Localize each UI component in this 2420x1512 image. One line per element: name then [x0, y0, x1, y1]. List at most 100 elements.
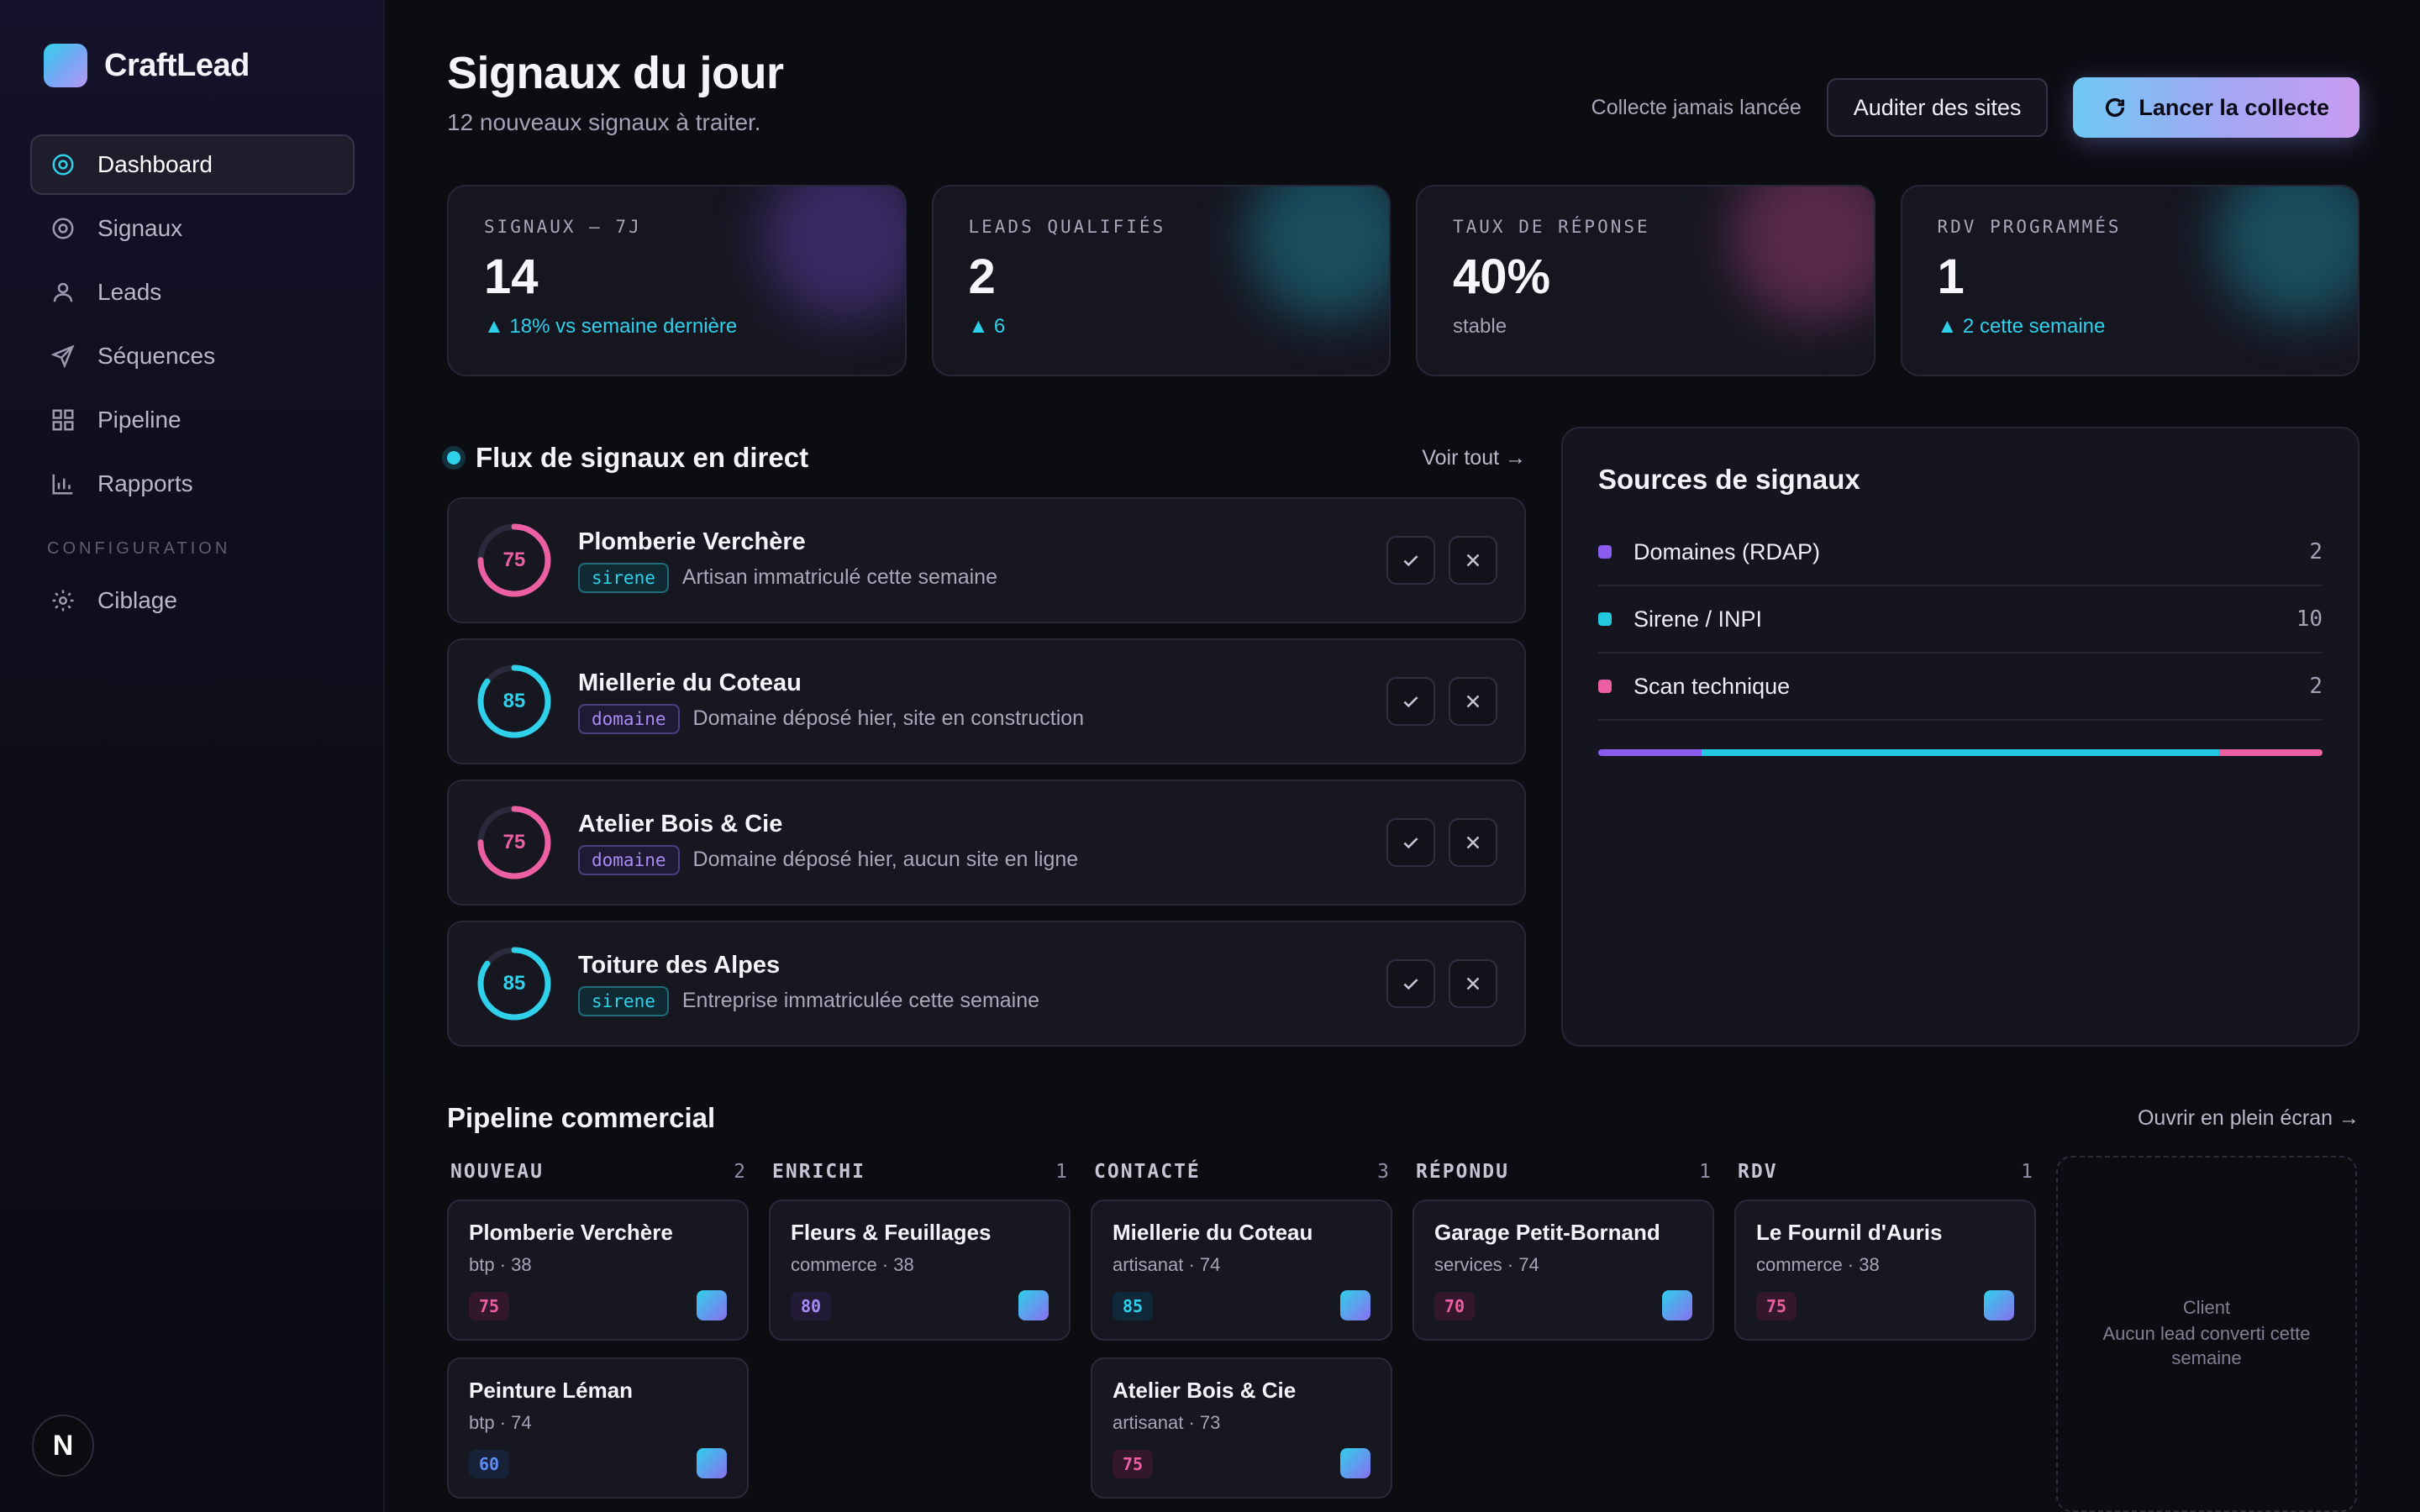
kpi-delta: ▲ 6	[968, 315, 1006, 338]
deal-card[interactable]: Peinture Léman btp · 74 60	[447, 1357, 749, 1499]
pipeline-column-header: RDV 1	[1734, 1156, 2036, 1188]
signal-meta: sirene Artisan immatriculé cette semaine	[578, 562, 997, 593]
deal-card[interactable]: Garage Petit-Bornand services · 74 70	[1413, 1200, 1714, 1341]
signal-meta: sirene Entreprise immatriculée cette sema…	[578, 985, 1039, 1016]
signal-actions	[1386, 677, 1497, 726]
score-ring: 75	[476, 522, 553, 599]
source-bar-segment	[1598, 749, 1702, 756]
launch-collect-button[interactable]: Lancer la collecte	[2073, 77, 2360, 138]
check-icon	[1403, 555, 1418, 567]
page-subtitle: 12 nouveaux signaux à traiter.	[447, 109, 761, 135]
user-icon	[49, 278, 77, 307]
sidebar-item-label: Séquences	[97, 343, 216, 369]
sidebar-item-label: Rapports	[97, 470, 193, 496]
pipeline-column: RÉPONDU 1 Garage Petit-Bornand services · 7…	[1413, 1156, 1714, 1512]
signal-card[interactable]: 85 Miellerie du Coteau domaine Domaine dépo…	[447, 638, 1526, 764]
check-icon	[1403, 696, 1418, 708]
sources-distribution-bar	[1598, 749, 2323, 756]
client-column-title: Client	[2182, 1297, 2231, 1319]
dismiss-button[interactable]	[1449, 818, 1497, 867]
sidebar-item-rapports[interactable]: Rapports	[30, 454, 355, 514]
signal-feed: 75 Plomberie Verchère sirene Artisan immatr…	[447, 497, 1526, 1062]
accept-button[interactable]	[1386, 677, 1435, 726]
owner-avatar	[1018, 1290, 1049, 1320]
close-icon	[1466, 695, 1480, 708]
dismiss-button[interactable]	[1449, 677, 1497, 726]
sidebar-item-label: Leads	[97, 279, 162, 305]
deal-score: 70	[1434, 1292, 1476, 1320]
owner-avatar	[697, 1290, 727, 1320]
deal-name: Plomberie Verchère	[469, 1220, 673, 1245]
sidebar-item-label: Ciblage	[97, 587, 177, 613]
signal-feed-header: Flux de signaux en direct Voir tout →	[447, 437, 1526, 479]
signal-name: Plomberie Verchère	[578, 528, 806, 555]
signal-name: Toiture des Alpes	[578, 951, 781, 979]
sidebar-item-dashboard[interactable]: Dashboard	[30, 134, 355, 195]
sidebar-item-leads[interactable]: Leads	[30, 262, 355, 323]
kpi-value: 1	[1937, 249, 1965, 304]
sidebar-item-signaux[interactable]: Signaux	[30, 198, 355, 259]
kpi-delta: stable	[1453, 315, 1507, 338]
kpi-card: LEADS QUALIFIÉS 2 ▲ 6	[931, 185, 1391, 376]
owner-avatar	[1340, 1448, 1370, 1478]
deal-name: Fleurs & Feuillages	[791, 1220, 992, 1245]
pipeline-column-count: 1	[1699, 1161, 1711, 1183]
pipeline-column-header: RÉPONDU 1	[1413, 1156, 1714, 1188]
deal-meta: btp · 38	[469, 1254, 532, 1275]
deal-card[interactable]: Miellerie du Coteau artisanat · 74 85	[1091, 1200, 1392, 1341]
bar-chart-icon	[49, 470, 77, 498]
check-icon	[1403, 837, 1418, 849]
deal-score: 75	[1756, 1292, 1797, 1320]
sidebar-item-pipeline[interactable]: Pipeline	[30, 390, 355, 450]
deal-name: Miellerie du Coteau	[1113, 1220, 1313, 1245]
audit-button[interactable]: Auditer des sites	[1826, 78, 2049, 137]
see-all-link[interactable]: Voir tout →	[1422, 445, 1526, 470]
deal-card[interactable]: Le Fournil d'Auris commerce · 38 75	[1734, 1200, 2036, 1341]
source-tag: domaine	[578, 844, 680, 875]
deal-score: 80	[791, 1292, 832, 1320]
deal-card[interactable]: Atelier Bois & Cie artisanat · 73 75	[1091, 1357, 1392, 1499]
owner-avatar	[1984, 1290, 2014, 1320]
grid-icon	[49, 406, 77, 434]
deal-card[interactable]: Fleurs & Feuillages commerce · 38 80	[769, 1200, 1071, 1341]
signal-card[interactable]: 75 Plomberie Verchère sirene Artisan immatr…	[447, 497, 1526, 623]
dismiss-button[interactable]	[1449, 536, 1497, 585]
main-content: Signaux du jour 12 nouveaux signaux à tr…	[447, 0, 2360, 1512]
accept-button[interactable]	[1386, 818, 1435, 867]
kpi-card: SIGNAUX — 7J 14 ▲ 18% vs semaine dernière	[447, 185, 907, 376]
score-ring: 85	[476, 945, 553, 1022]
signal-card[interactable]: 85 Toiture des Alpes sirene Entreprise imma…	[447, 921, 1526, 1047]
score-value: 75	[502, 831, 526, 853]
sidebar-item-sequences[interactable]: Séquences	[30, 326, 355, 386]
signal-card[interactable]: 75 Atelier Bois & Cie domaine Domaine dépos…	[447, 780, 1526, 906]
kpi-card: RDV PROGRAMMÉS 1 ▲ 2 cette semaine	[1900, 185, 2360, 376]
page-header: Signaux du jour 12 nouveaux signaux à tr…	[447, 47, 2360, 148]
source-row: Scan technique 2	[1598, 654, 2323, 721]
source-bar-segment	[1702, 749, 2219, 756]
pipeline-column-count: 1	[2021, 1161, 2033, 1183]
live-indicator	[447, 451, 460, 465]
deal-meta: artisanat · 74	[1113, 1254, 1221, 1275]
source-color-dot	[1598, 680, 1612, 693]
sidebar-item-ciblage[interactable]: Ciblage	[30, 570, 355, 631]
score-ring: 75	[476, 804, 553, 881]
deal-meta: commerce · 38	[1756, 1254, 1880, 1275]
source-name: Scan technique	[1634, 673, 1791, 699]
brand[interactable]: CraftLead	[44, 44, 250, 87]
source-row: Sirene / INPI 10	[1598, 586, 2323, 654]
source-color-dot	[1598, 545, 1612, 559]
deal-card[interactable]: Plomberie Verchère btp · 38 75	[447, 1200, 749, 1341]
pipeline-fullscreen-link[interactable]: Ouvrir en plein écran →	[2137, 1105, 2360, 1130]
sidebar-item-label: Pipeline	[97, 407, 182, 433]
signal-feed-title: Flux de signaux en direct	[476, 442, 809, 473]
source-tag: sirene	[578, 562, 669, 593]
avatar[interactable]: N	[32, 1415, 94, 1477]
source-row: Domaines (RDAP) 2	[1598, 519, 2323, 586]
score-value: 75	[502, 549, 526, 571]
source-count: 2	[2309, 539, 2323, 564]
accept-button[interactable]	[1386, 536, 1435, 585]
kpi-value: 14	[484, 249, 539, 304]
accept-button[interactable]	[1386, 959, 1435, 1008]
dismiss-button[interactable]	[1449, 959, 1497, 1008]
deal-name: Peinture Léman	[469, 1378, 634, 1403]
